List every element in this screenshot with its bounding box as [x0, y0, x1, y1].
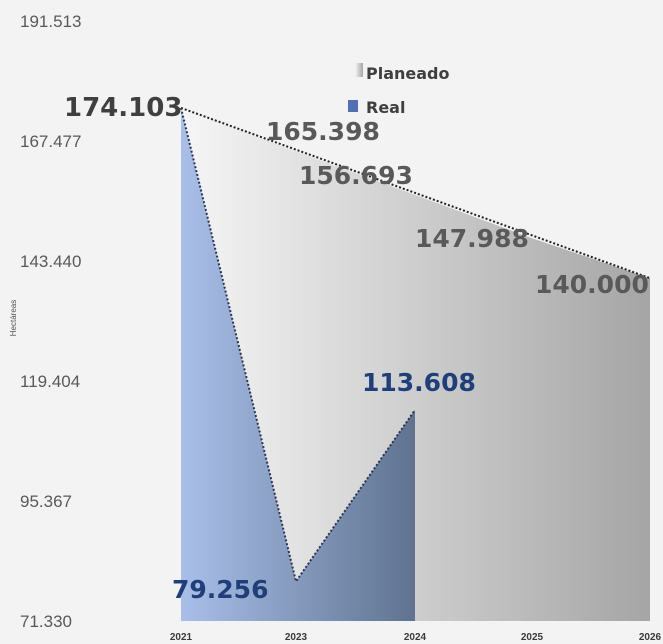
y-tick-label: 71.330: [20, 612, 72, 631]
data-label-planeado: 147.988: [415, 224, 529, 253]
legend-label-planeado: Planeado: [366, 64, 450, 83]
y-tick-label: 167.477: [20, 132, 81, 151]
data-label-planeado: 140.000: [535, 270, 649, 299]
data-label-planeado: 174.103: [64, 93, 182, 123]
x-tick-label: 2021: [170, 632, 193, 643]
x-tick-label: 2025: [521, 632, 544, 643]
legend-swatch-real: [348, 100, 358, 112]
data-label-planeado: 165.398: [266, 117, 380, 146]
y-tick-label: 191.513: [20, 12, 81, 31]
series-line-planeado: [180, 106, 651, 280]
series-area-real: [181, 107, 415, 621]
y-tick-label: 119.404: [20, 372, 80, 391]
y-axis-title: Hectáreas: [9, 300, 18, 336]
x-tick-label: 2024: [404, 632, 427, 643]
y-tick-label: 95.367: [20, 492, 72, 511]
x-tick-label: 2023: [285, 632, 308, 643]
data-label-planeado: 156.693: [299, 161, 413, 190]
data-label-real: 79.256: [172, 575, 268, 604]
data-label-real: 113.608: [362, 368, 476, 397]
x-tick-label: 2026: [639, 632, 662, 643]
y-tick-label: 143.440: [20, 252, 81, 271]
legend-label-real: Real: [366, 98, 405, 117]
series-area-planeado: [181, 107, 650, 621]
legend-swatch-planeado: [355, 63, 363, 77]
